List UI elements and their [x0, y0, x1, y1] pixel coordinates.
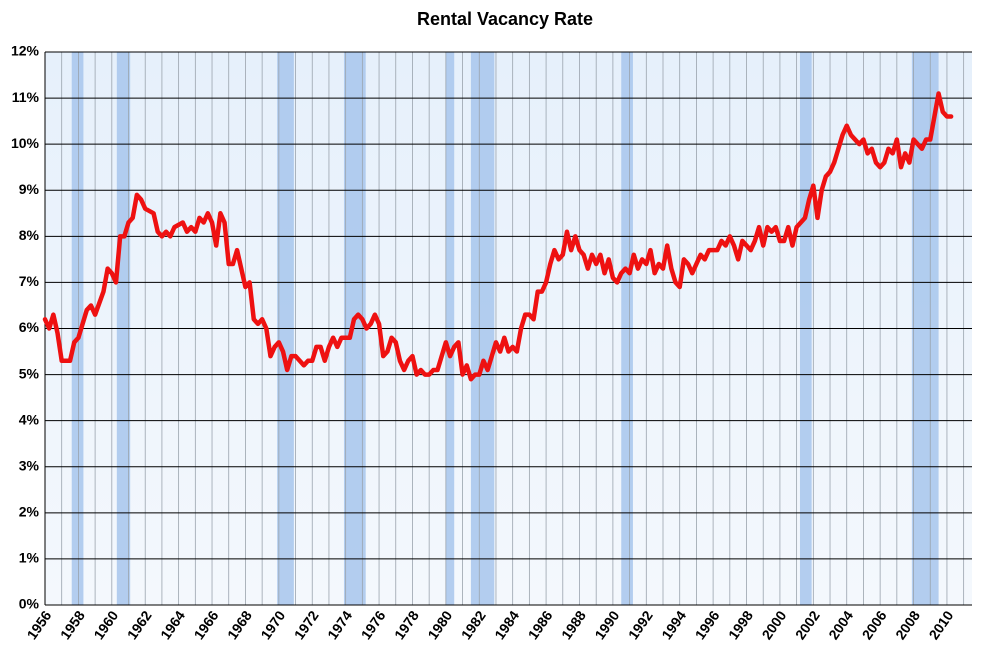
- y-tick-label: 2%: [19, 504, 40, 520]
- y-tick-label: 6%: [19, 319, 40, 335]
- y-tick-label: 5%: [19, 365, 40, 381]
- y-tick-label: 7%: [19, 273, 40, 289]
- chart-title: Rental Vacancy Rate: [417, 9, 593, 29]
- y-tick-label: 11%: [12, 89, 40, 105]
- data-line: [42, 91, 954, 382]
- y-tick-label: 10%: [11, 135, 40, 151]
- y-tick-label: 9%: [19, 181, 40, 197]
- y-tick-label: 8%: [19, 227, 40, 243]
- y-tick-label: 0%: [19, 596, 40, 612]
- y-tick-label: 4%: [19, 411, 40, 427]
- y-tick-label: 3%: [19, 457, 40, 473]
- y-tick-label: 1%: [19, 550, 40, 566]
- y-tick-label: 12%: [11, 43, 40, 59]
